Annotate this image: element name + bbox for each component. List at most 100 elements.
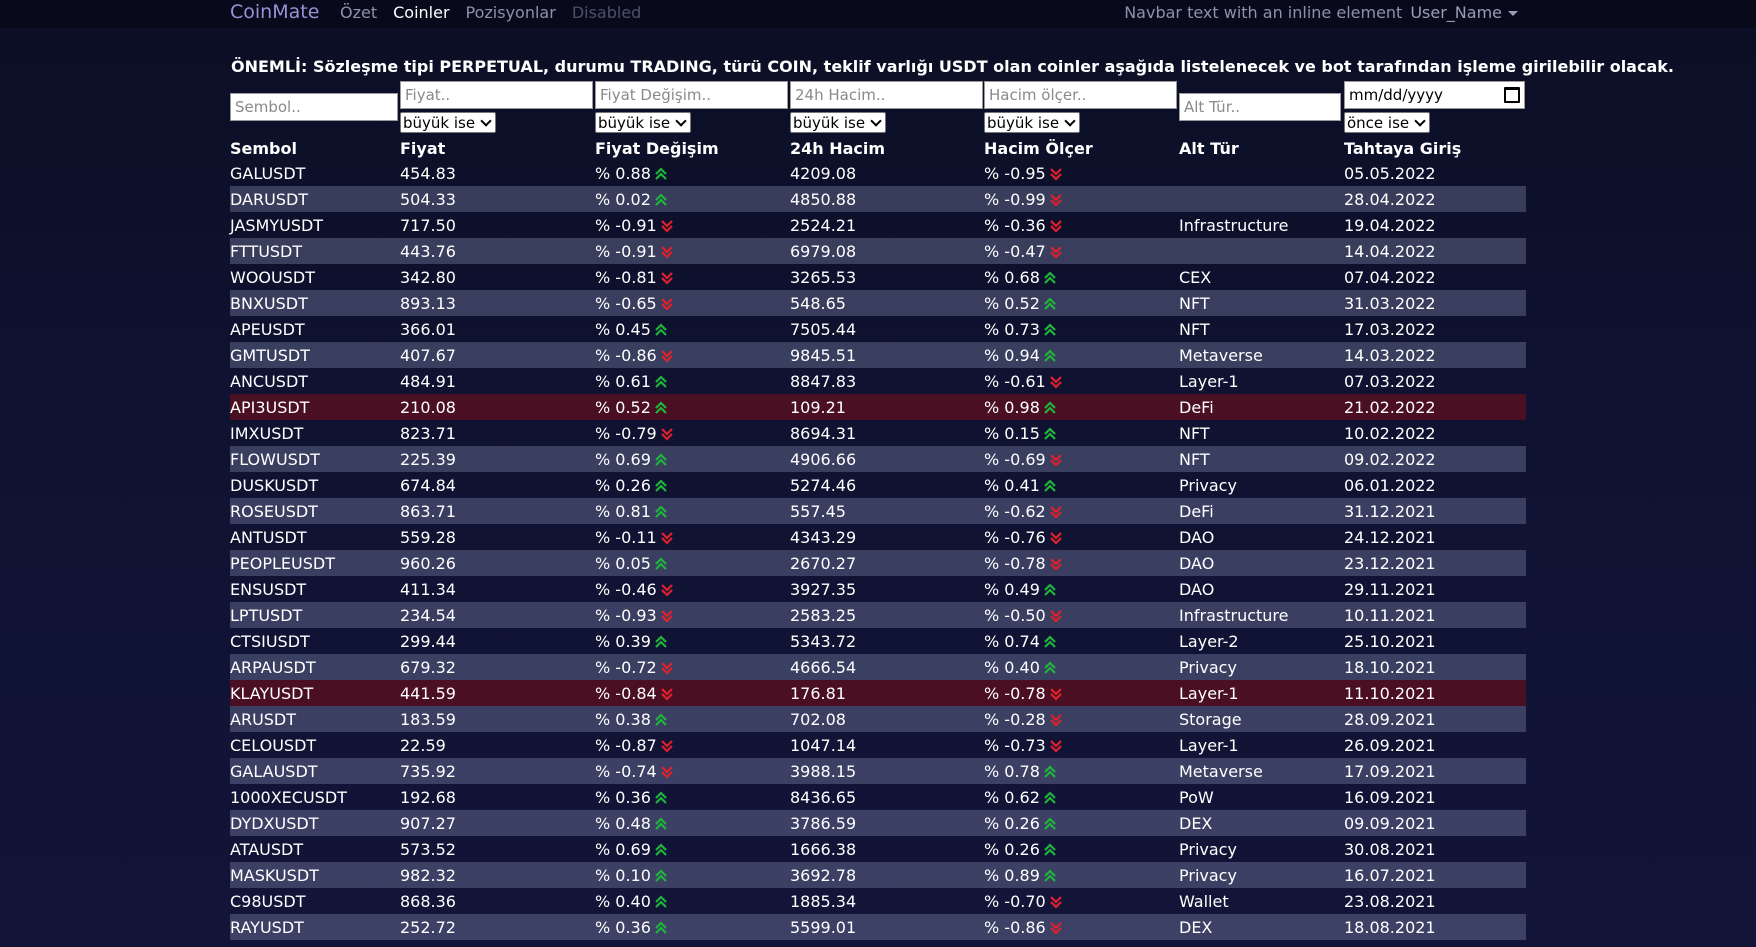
table-row[interactable]: RAYUSDT 252.72 % 0.36 5599.01 % -0.86 DEX 18.0… [230, 914, 1526, 940]
cell-listing-date: 10.11.2021 [1344, 602, 1526, 628]
cell-price-change: % 0.38 [595, 706, 790, 732]
cell-price-text: 735.92 [400, 761, 456, 781]
table-row[interactable]: DYDXUSDT 907.27 % 0.48 3786.59 % 0.26 DEX 09.0… [230, 810, 1526, 836]
cell-volume-ratio-text: % -0.78 [984, 683, 1046, 703]
table-row[interactable]: APEUSDT 366.01 % 0.45 7505.44 % 0.73 NFT 17.03… [230, 316, 1526, 342]
cell-listing-date: 23.12.2021 [1344, 550, 1526, 576]
cell-volume-ratio: % 0.40 [984, 654, 1179, 680]
table-row[interactable]: API3USDT 210.08 % 0.52 109.21 % 0.98 DeFi 21.0… [230, 394, 1526, 420]
cell-volume-ratio-text: % -0.61 [984, 371, 1046, 391]
cell-subtype-text: Layer-1 [1179, 683, 1239, 703]
cell-volume: 3265.53 [790, 264, 984, 290]
double-chevron-up-icon [655, 453, 667, 466]
table-row[interactable]: KLAYUSDT 441.59 % -0.84 176.81 % -0.78 Layer-… [230, 680, 1526, 706]
nav-link-coinler[interactable]: Coinler [393, 3, 450, 22]
table-row[interactable]: FLOWUSDT 225.39 % 0.69 4906.66 % -0.69 NFT 09.… [230, 446, 1526, 472]
column-header-listing-date[interactable]: Tahtaya Giriş [1344, 138, 1462, 158]
cell-listing-date: 19.04.2022 [1344, 212, 1526, 238]
cell-listing-date: 16.09.2021 [1344, 784, 1526, 810]
volume-operator-select[interactable]: büyük ise [790, 112, 887, 133]
table-row[interactable]: ANCUSDT 484.91 % 0.61 8847.83 % -0.61 Layer-1… [230, 368, 1526, 394]
table-row[interactable]: C98USDT 868.36 % 0.40 1885.34 % -0.70 Wallet 2… [230, 888, 1526, 914]
cell-price-text: 234.54 [400, 605, 456, 625]
table-row[interactable]: ATAUSDT 573.52 % 0.69 1666.38 % 0.26 Privacy 3… [230, 836, 1526, 862]
volume-filter-input[interactable] [790, 81, 983, 109]
table-row[interactable]: MASKUSDT 982.32 % 0.10 3692.78 % 0.89 Privacy… [230, 862, 1526, 888]
double-chevron-up-icon [1044, 583, 1056, 596]
table-row[interactable]: DUSKUSDT 674.84 % 0.26 5274.46 % 0.41 Privacy… [230, 472, 1526, 498]
chevron-down-icon [1508, 11, 1518, 16]
price-filter-input[interactable] [400, 81, 593, 109]
double-chevron-down-icon [1049, 558, 1062, 571]
cell-price-change-text: % 0.10 [595, 865, 651, 885]
table-row[interactable]: CTSIUSDT 299.44 % 0.39 5343.72 % 0.74 Layer-2… [230, 628, 1526, 654]
table-row[interactable]: 1000XECUSDT 192.68 % 0.36 8436.65 % 0.62 PoW 1… [230, 784, 1526, 810]
cell-listing-date-text: 28.04.2022 [1344, 189, 1436, 209]
table-row[interactable]: ARUSDT 183.59 % 0.38 702.08 % -0.28 Storage 28… [230, 706, 1526, 732]
change-filter-input[interactable] [595, 81, 788, 109]
table-row[interactable]: FTTUSDT 443.76 % -0.91 6979.08 % -0.47 14.04.… [230, 238, 1526, 264]
cell-listing-date: 11.10.2021 [1344, 680, 1526, 706]
cell-price-text: 717.50 [400, 215, 456, 235]
cell-price-change-text: % 0.69 [595, 839, 651, 859]
change-operator-select[interactable]: büyük ise [595, 112, 692, 133]
cell-subtype-text: Layer-1 [1179, 735, 1239, 755]
table-row[interactable]: GALUSDT 454.83 % 0.88 4209.08 % -0.95 05.05.2… [230, 160, 1526, 186]
cell-volume-ratio: % 0.74 [984, 628, 1179, 654]
table-row[interactable]: ANTUSDT 559.28 % -0.11 4343.29 % -0.76 DAO 24.… [230, 524, 1526, 550]
user-dropdown[interactable]: User_Name [1410, 3, 1518, 22]
double-chevron-up-icon [655, 895, 667, 908]
price-operator-select[interactable]: büyük ise [400, 112, 497, 133]
cell-volume-ratio-text: % 0.74 [984, 631, 1040, 651]
table-row[interactable]: GMTUSDT 407.67 % -0.86 9845.51 % 0.94 Metaver… [230, 342, 1526, 368]
cell-price-change-text: % -0.65 [595, 293, 657, 313]
column-header-price[interactable]: Fiyat [400, 138, 446, 158]
double-chevron-down-icon [660, 584, 673, 597]
table-row[interactable]: LPTUSDT 234.54 % -0.93 2583.25 % -0.50 Infras… [230, 602, 1526, 628]
nav-link-ozet[interactable]: Özet [340, 3, 378, 22]
table-row[interactable]: JASMYUSDT 717.50 % -0.91 2524.21 % -0.36 Infr… [230, 212, 1526, 238]
cell-price: 342.80 [400, 264, 595, 290]
column-header-symbol[interactable]: Sembol [230, 138, 297, 158]
cell-symbol-text: ARUSDT [230, 709, 297, 729]
table-row[interactable]: IMXUSDT 823.71 % -0.79 8694.31 % 0.15 NFT 10.0… [230, 420, 1526, 446]
table-row[interactable]: BNXUSDT 893.13 % -0.65 548.65 % 0.52 NFT 31.03… [230, 290, 1526, 316]
column-header-subtype[interactable]: Alt Tür [1179, 138, 1239, 158]
cell-symbol: GALUSDT [230, 160, 400, 186]
cell-symbol-text: RAYUSDT [230, 917, 304, 937]
cell-symbol-text: DARUSDT [230, 189, 309, 209]
nav-link-pozisyonlar[interactable]: Pozisyonlar [465, 3, 556, 22]
cell-listing-date: 31.12.2021 [1344, 498, 1526, 524]
table-row[interactable]: ARPAUSDT 679.32 % -0.72 4666.54 % 0.40 Privac… [230, 654, 1526, 680]
column-header-volume[interactable]: 24h Hacim [790, 138, 886, 158]
cell-listing-date: 05.05.2022 [1344, 160, 1526, 186]
volume-ratio-filter-input[interactable] [984, 81, 1177, 109]
double-chevron-down-icon [660, 740, 673, 753]
subtype-filter-input[interactable] [1179, 93, 1341, 121]
table-row[interactable]: GALAUSDT 735.92 % -0.74 3988.15 % 0.78 Metave… [230, 758, 1526, 784]
cell-price-text: 907.27 [400, 813, 456, 833]
cell-price-change-text: % -0.91 [595, 215, 657, 235]
table-row[interactable]: DARUSDT 504.33 % 0.02 4850.88 % -0.99 28.04.2… [230, 186, 1526, 212]
cell-price-text: 960.26 [400, 553, 456, 573]
date-operator-select[interactable]: önce ise [1344, 112, 1431, 133]
table-row[interactable]: ROSEUSDT 863.71 % 0.81 557.45 % -0.62 DeFi 31.… [230, 498, 1526, 524]
cell-price-change-text: % -0.81 [595, 267, 657, 287]
brand-logo[interactable]: CoinMate [230, 1, 320, 23]
double-chevron-up-icon [1044, 479, 1056, 492]
calendar-icon[interactable] [1504, 87, 1520, 103]
cell-volume-ratio: % 0.98 [984, 394, 1179, 420]
cell-listing-date-text: 31.12.2021 [1344, 501, 1436, 521]
date-filter-input[interactable]: mm/dd/yyyy [1344, 81, 1525, 109]
symbol-filter-input[interactable] [230, 93, 398, 121]
table-row[interactable]: ENSUSDT 411.34 % -0.46 3927.35 % 0.49 DAO 29.1… [230, 576, 1526, 602]
cell-symbol: DYDXUSDT [230, 810, 400, 836]
column-header-price-change[interactable]: Fiyat Değişim [595, 138, 719, 158]
cell-volume: 4906.66 [790, 446, 984, 472]
table-row[interactable]: CELOUSDT 22.59 % -0.87 1047.14 % -0.73 Layer-… [230, 732, 1526, 758]
cell-price-change: % 0.61 [595, 368, 790, 394]
table-row[interactable]: WOOUSDT 342.80 % -0.81 3265.53 % 0.68 CEX 07.0… [230, 264, 1526, 290]
table-row[interactable]: PEOPLEUSDT 960.26 % 0.05 2670.27 % -0.78 DAO 2… [230, 550, 1526, 576]
column-header-volume-ratio[interactable]: Hacim Ölçer [984, 138, 1093, 158]
volume-ratio-operator-select[interactable]: büyük ise [984, 112, 1081, 133]
